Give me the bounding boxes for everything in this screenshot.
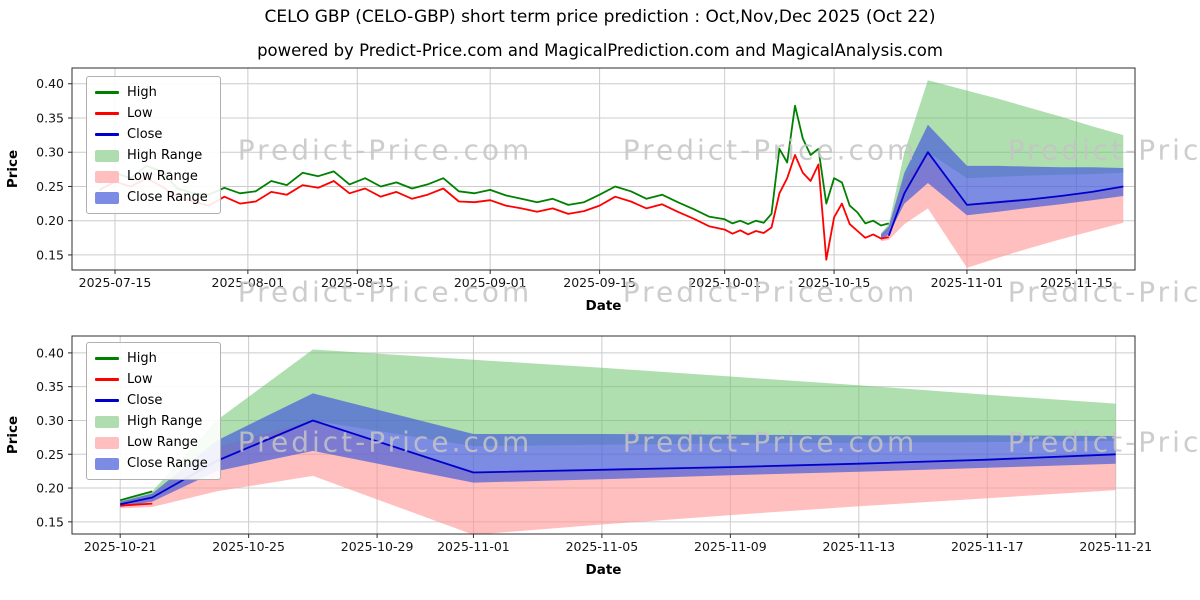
legend: High Low Close High Range Low Range Close Ran… [86,342,221,480]
legend-label: Low Range [127,435,198,450]
y-tick-label: 0.25 [36,179,64,194]
legend-patch-swatch [95,170,119,183]
band-close-range [881,124,1124,240]
chart-title: CELO GBP (CELO-GBP) short term price pre… [264,7,936,27]
y-tick-label: 0.35 [36,110,64,125]
band-close-range [120,393,1116,507]
legend-patch-swatch [95,436,119,449]
x-tick-label: 2025-09-01 [454,275,527,290]
y-tick-label: 0.20 [36,213,64,228]
y-tick-label: 0.35 [36,379,64,394]
x-tick-label: 2025-10-01 [688,275,761,290]
legend-line-swatch [95,112,119,115]
price-forecast-chart: 2025-10-21 2025-10-25 2025-10-29 2025-11-01… [5,335,1152,578]
y-tick-label: 0.20 [36,481,64,496]
line-low [120,502,153,507]
legend-line-swatch [95,357,119,360]
y-axis-label: Price [5,150,21,188]
legend-item: Close [95,126,208,143]
legend-label: Low [127,106,153,121]
legend-item: Low [95,105,208,122]
legend-item: Close [95,392,208,409]
x-tick-label: 2025-08-15 [321,275,394,290]
band-high-range [120,349,1116,505]
legend-item: Low Range [95,434,208,451]
y-tick-label: 0.30 [36,413,64,428]
legend-label: Close Range [127,190,208,205]
x-tick-label: 2025-10-29 [341,539,414,554]
legend-patch-swatch [95,415,119,428]
legend-patch-swatch [95,457,119,470]
x-tick-label: 2025-10-15 [798,275,871,290]
legend-label: Close [127,127,163,142]
x-tick-label: 2025-11-01 [437,539,510,554]
legend-label: High Range [127,148,203,163]
y-tick-label: 0.40 [36,76,64,91]
legend-line-swatch [95,133,119,136]
line-high [98,104,890,227]
y-tick-label: 0.15 [36,514,64,529]
y-axis-label: Price [5,416,21,454]
chart-subtitle: powered by Predict-Price.com and Magical… [257,41,943,60]
legend-item: High [95,350,208,367]
y-tick-label: 0.15 [36,247,64,262]
legend-label: High [127,351,157,366]
legend-line-swatch [95,378,119,381]
legend-item: High Range [95,147,208,164]
x-tick-label: 2025-11-05 [566,539,639,554]
legend-item: High [95,84,208,101]
price-history-chart: 2025-07-15 2025-08-01 2025-08-15 2025-09-01… [5,67,1136,314]
x-tick-label: 2025-08-01 [212,275,285,290]
legend-line-swatch [95,91,119,94]
x-tick-label: 2025-11-01 [931,275,1004,290]
x-axis-label: Date [586,562,622,578]
x-tick-label: 2025-07-15 [79,275,152,290]
y-tick-label: 0.25 [36,447,64,462]
legend-item: Low [95,371,208,388]
line-low [98,154,889,261]
legend-label: High [127,85,157,100]
y-tick-label: 0.40 [36,345,64,360]
legend-label: Low [127,372,153,387]
legend-label: Close [127,393,163,408]
x-tick-label: 2025-10-25 [212,539,285,554]
x-tick-label: 2025-11-21 [1079,539,1152,554]
x-tick-label: 2025-11-15 [1040,275,1113,290]
legend-label: Low Range [127,169,198,184]
legend-label: Close Range [127,456,208,471]
legend-label: High Range [127,414,203,429]
legend-item: Low Range [95,168,208,185]
y-tick-label: 0.30 [36,145,64,160]
x-tick-label: 2025-09-15 [563,275,636,290]
legend-patch-swatch [95,191,119,204]
line-high [119,490,153,502]
x-tick-label: 2025-11-13 [822,539,895,554]
x-tick-label: 2025-11-17 [951,539,1024,554]
x-axis-label: Date [586,298,622,314]
legend: High Low Close High Range Low Range Close Ran… [86,76,221,214]
line-close [887,151,1124,237]
legend-patch-swatch [95,149,119,162]
band-high-range [881,80,1124,238]
legend-item: Close Range [95,189,208,206]
plot-border [71,67,1136,271]
x-tick-label: 2025-11-09 [694,539,767,554]
x-tick-label: 2025-10-21 [84,539,157,554]
plot-border [71,335,1136,535]
legend-item: Close Range [95,455,208,472]
legend-line-swatch [95,399,119,402]
legend-item: High Range [95,413,208,430]
